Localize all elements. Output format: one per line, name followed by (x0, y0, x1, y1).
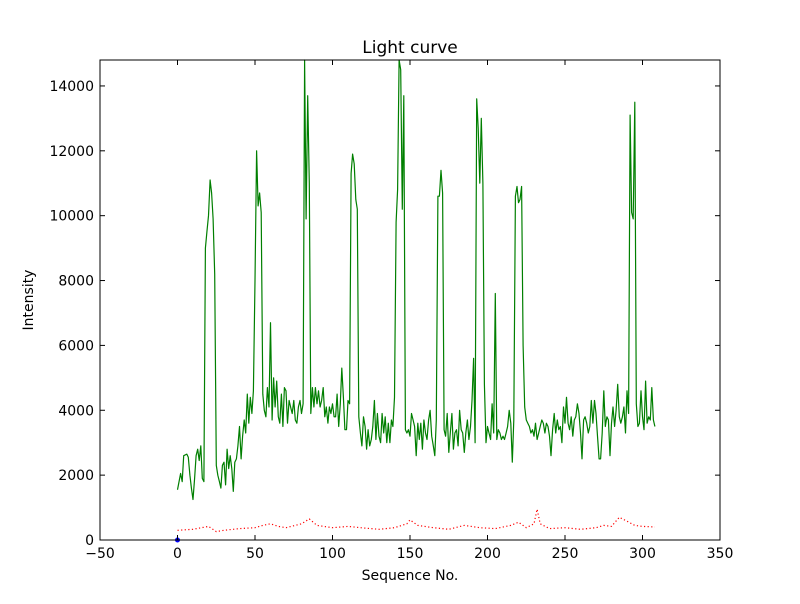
x-tick-label: 300 (629, 546, 656, 562)
x-tick-label: 0 (173, 546, 182, 562)
x-tick-label: 100 (319, 546, 346, 562)
y-tick-label: 0 (85, 533, 94, 549)
y-tick-label: 10000 (49, 209, 94, 225)
x-axis-ticks: −50 0 50 100 150 200 250 300 350 (85, 60, 733, 562)
y-tick-label: 6000 (58, 338, 94, 354)
chart-title: Light curve (362, 38, 457, 58)
y-tick-label: 14000 (49, 79, 94, 95)
y-tick-label: 12000 (49, 144, 94, 160)
series-line-red-dotted (177, 508, 655, 533)
y-axis-label: Intensity (21, 270, 37, 331)
x-tick-label: 150 (397, 546, 424, 562)
y-tick-label: 4000 (58, 403, 94, 419)
y-tick-label: 8000 (58, 274, 94, 290)
x-tick-label: 50 (246, 546, 264, 562)
x-tick-label: 250 (552, 546, 579, 562)
series-layer (175, 59, 656, 543)
plot-area (100, 60, 720, 540)
x-tick-label: 200 (474, 546, 501, 562)
x-tick-label: −50 (85, 546, 115, 562)
y-tick-label: 2000 (58, 468, 94, 484)
x-axis-label: Sequence No. (362, 568, 459, 584)
series-line-green (176, 59, 656, 501)
y-axis-ticks: 0 2000 4000 6000 8000 10000 12000 14000 (49, 79, 720, 549)
x-tick-label: 350 (707, 546, 734, 562)
